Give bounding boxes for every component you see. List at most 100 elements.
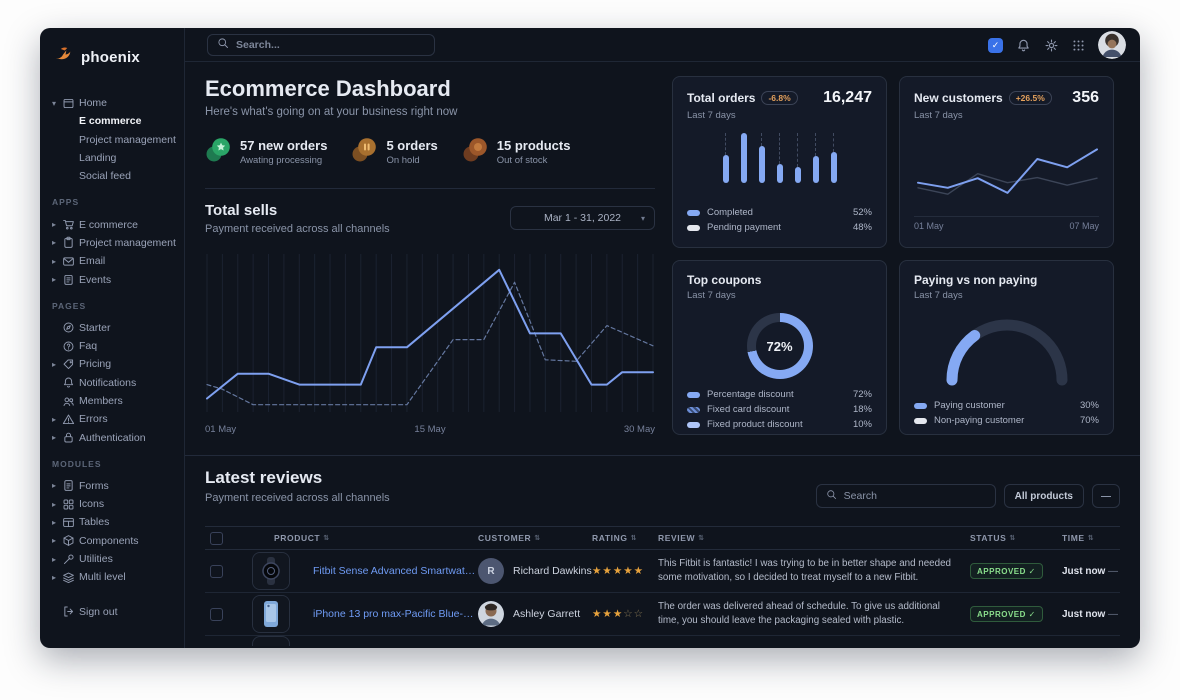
legend-label: Fixed product discount xyxy=(707,419,803,430)
sidebar-item-faq[interactable]: Faq xyxy=(52,337,184,355)
total-sells-subtitle: Payment received across all channels xyxy=(205,223,390,235)
table-header: PRODUCT ⇅ CUSTOMER ⇅ RATING ⇅ REVIEW ⇅ STATUS ⇅ TI… xyxy=(205,526,1120,550)
all-products-button[interactable]: All products xyxy=(1003,484,1084,508)
coupons-legend: Percentage discount 72% Fixed card disco… xyxy=(687,387,872,432)
sidebar-item-home[interactable]: ▾ Home xyxy=(52,97,108,110)
column-header-product[interactable]: PRODUCT ⇅ xyxy=(274,533,330,543)
sidebar-item-members[interactable]: Members xyxy=(52,392,184,410)
select-all-checkbox[interactable] xyxy=(210,531,223,545)
more-options-button[interactable]: — xyxy=(1092,484,1120,508)
apps-grid-icon[interactable] xyxy=(1072,39,1085,52)
sidebar-item-errors[interactable]: ▸ Errors xyxy=(52,413,108,426)
sidebar-item-sign-out[interactable]: Sign out xyxy=(52,603,184,621)
user-avatar[interactable] xyxy=(1098,31,1126,59)
date-range-select[interactable]: Mar 1 - 31, 2022 ▾ xyxy=(510,206,655,230)
stock-circle-icon xyxy=(462,136,489,168)
card-title: New customers xyxy=(914,91,1003,105)
clipboard-icon xyxy=(62,236,79,249)
sidebar-item-forms[interactable]: ▸ Forms xyxy=(52,479,109,492)
brand-logo[interactable]: phoenix xyxy=(52,38,184,76)
sidebar-item-starter[interactable]: Starter xyxy=(52,319,184,337)
sidebar-item-notifications[interactable]: Notifications xyxy=(52,374,184,392)
file-icon xyxy=(62,479,79,492)
sort-icon[interactable]: ⇅ xyxy=(1009,535,1016,542)
bar xyxy=(740,133,747,183)
topbar-search[interactable] xyxy=(207,34,435,56)
sidebar-item-e-commerce[interactable]: E commerce xyxy=(79,115,142,128)
row-menu-button[interactable]: — xyxy=(1108,565,1118,577)
envelope-icon xyxy=(62,255,79,268)
column-header-time[interactable]: TIME ⇅ xyxy=(1062,533,1095,543)
stat-value: 5 orders xyxy=(386,138,438,153)
axis-label: 01 May xyxy=(205,424,237,435)
legend-value: 72% xyxy=(852,389,872,400)
legend-swatch xyxy=(914,402,927,409)
topbar-search-input[interactable] xyxy=(236,39,425,51)
sidebar-item-e-commerce[interactable]: ▸ E commerce xyxy=(52,218,138,231)
legend-label: Non-paying customer xyxy=(934,415,1025,426)
sidebar-item-authentication[interactable]: ▸ Authentication xyxy=(52,431,146,444)
axis-label: 01 May xyxy=(914,221,944,231)
theme-toggle-icon[interactable]: ✓ xyxy=(988,37,1003,53)
customer-avatar xyxy=(478,601,504,627)
row-checkbox[interactable] xyxy=(210,607,223,621)
card-title: Top coupons xyxy=(687,273,762,287)
sidebar-item-utilities[interactable]: ▸ Utilities xyxy=(52,553,113,566)
product-link[interactable]: iPhone 13 pro max-Pacific Blue-128GB sto… xyxy=(313,608,478,620)
orders-legend: Completed 52% Pending payment 48% xyxy=(687,205,872,235)
review-text: The order was delivered ahead of schedul… xyxy=(658,600,940,626)
total-sells-chart xyxy=(206,254,654,412)
sort-icon[interactable]: ⇅ xyxy=(630,535,638,542)
sidebar-section-title: MODULES xyxy=(52,458,102,469)
sidebar-item-landing[interactable]: Landing xyxy=(79,152,117,165)
legend-label: Completed xyxy=(707,207,753,218)
row-menu-button[interactable]: — xyxy=(1108,608,1118,620)
sidebar-section-title: PAGES xyxy=(52,300,87,311)
sort-icon[interactable]: ⇅ xyxy=(323,535,330,542)
product-thumbnail xyxy=(252,636,290,646)
sidebar-item-multi-level[interactable]: ▸ Multi level xyxy=(52,571,126,584)
wrench-icon xyxy=(62,553,79,566)
bar xyxy=(722,133,729,183)
page-subtitle: Here's what's going on at your business … xyxy=(205,106,458,118)
product-thumbnail xyxy=(252,552,290,590)
table-row[interactable]: Fitbit Sense Advanced Smartwatch with To… xyxy=(205,550,1120,593)
gear-icon[interactable] xyxy=(1044,38,1059,53)
stat-caption: Awating processing xyxy=(240,155,323,166)
sidebar-item-project-management[interactable]: Project management xyxy=(79,133,176,146)
reviews-search[interactable] xyxy=(815,484,996,508)
column-header-review[interactable]: REVIEW ⇅ xyxy=(658,533,705,543)
sidebar-item-components[interactable]: ▸ Components xyxy=(52,534,139,547)
column-header-customer[interactable]: CUSTOMER ⇅ xyxy=(478,533,541,543)
sidebar-item-pricing[interactable]: ▸ Pricing xyxy=(52,358,112,371)
card-period: Last 7 days xyxy=(687,290,736,301)
legend-row: Fixed card discount 18% xyxy=(687,402,872,417)
main-content: Ecommerce Dashboard Here's what's going … xyxy=(185,62,1140,648)
table-row[interactable]: iPhone 13 pro max-Pacific Blue-128GB sto… xyxy=(205,593,1120,636)
caret-right-icon: ▸ xyxy=(52,275,57,285)
users-icon xyxy=(62,395,79,408)
sidebar-item-icons[interactable]: ▸ Icons xyxy=(52,498,105,511)
sidebar-item-tables[interactable]: ▸ Tables xyxy=(52,516,110,529)
row-checkbox[interactable] xyxy=(210,564,223,578)
date-range-value: Mar 1 - 31, 2022 xyxy=(543,212,622,224)
sidebar-item-email[interactable]: ▸ Email xyxy=(52,255,106,268)
sidebar-item-project-management[interactable]: ▸ Project management xyxy=(52,236,176,249)
sidebar-item-events[interactable]: ▸ Events xyxy=(52,273,112,286)
column-header-status[interactable]: STATUS ⇅ xyxy=(970,533,1016,543)
app-window: phoenix ▾ Home E commerce Project managemen… xyxy=(40,28,1140,648)
sidebar-item-social-feed[interactable]: Social feed xyxy=(79,170,131,183)
product-link[interactable]: Fitbit Sense Advanced Smartwatch with To… xyxy=(313,565,478,577)
axis-label: 07 May xyxy=(1069,221,1099,231)
sort-icon[interactable]: ⇅ xyxy=(1087,535,1095,542)
bar xyxy=(776,133,783,183)
column-header-rating[interactable]: RATING ⇅ xyxy=(592,533,638,543)
bell-icon[interactable] xyxy=(1016,38,1031,53)
sort-icon[interactable]: ⇅ xyxy=(698,535,705,542)
divider xyxy=(185,455,1140,456)
bar xyxy=(812,133,819,183)
sort-icon[interactable]: ⇅ xyxy=(534,535,541,542)
legend-value: 52% xyxy=(852,207,872,218)
reviews-search-input[interactable] xyxy=(843,490,986,502)
stat-value: 15 products xyxy=(496,138,571,153)
